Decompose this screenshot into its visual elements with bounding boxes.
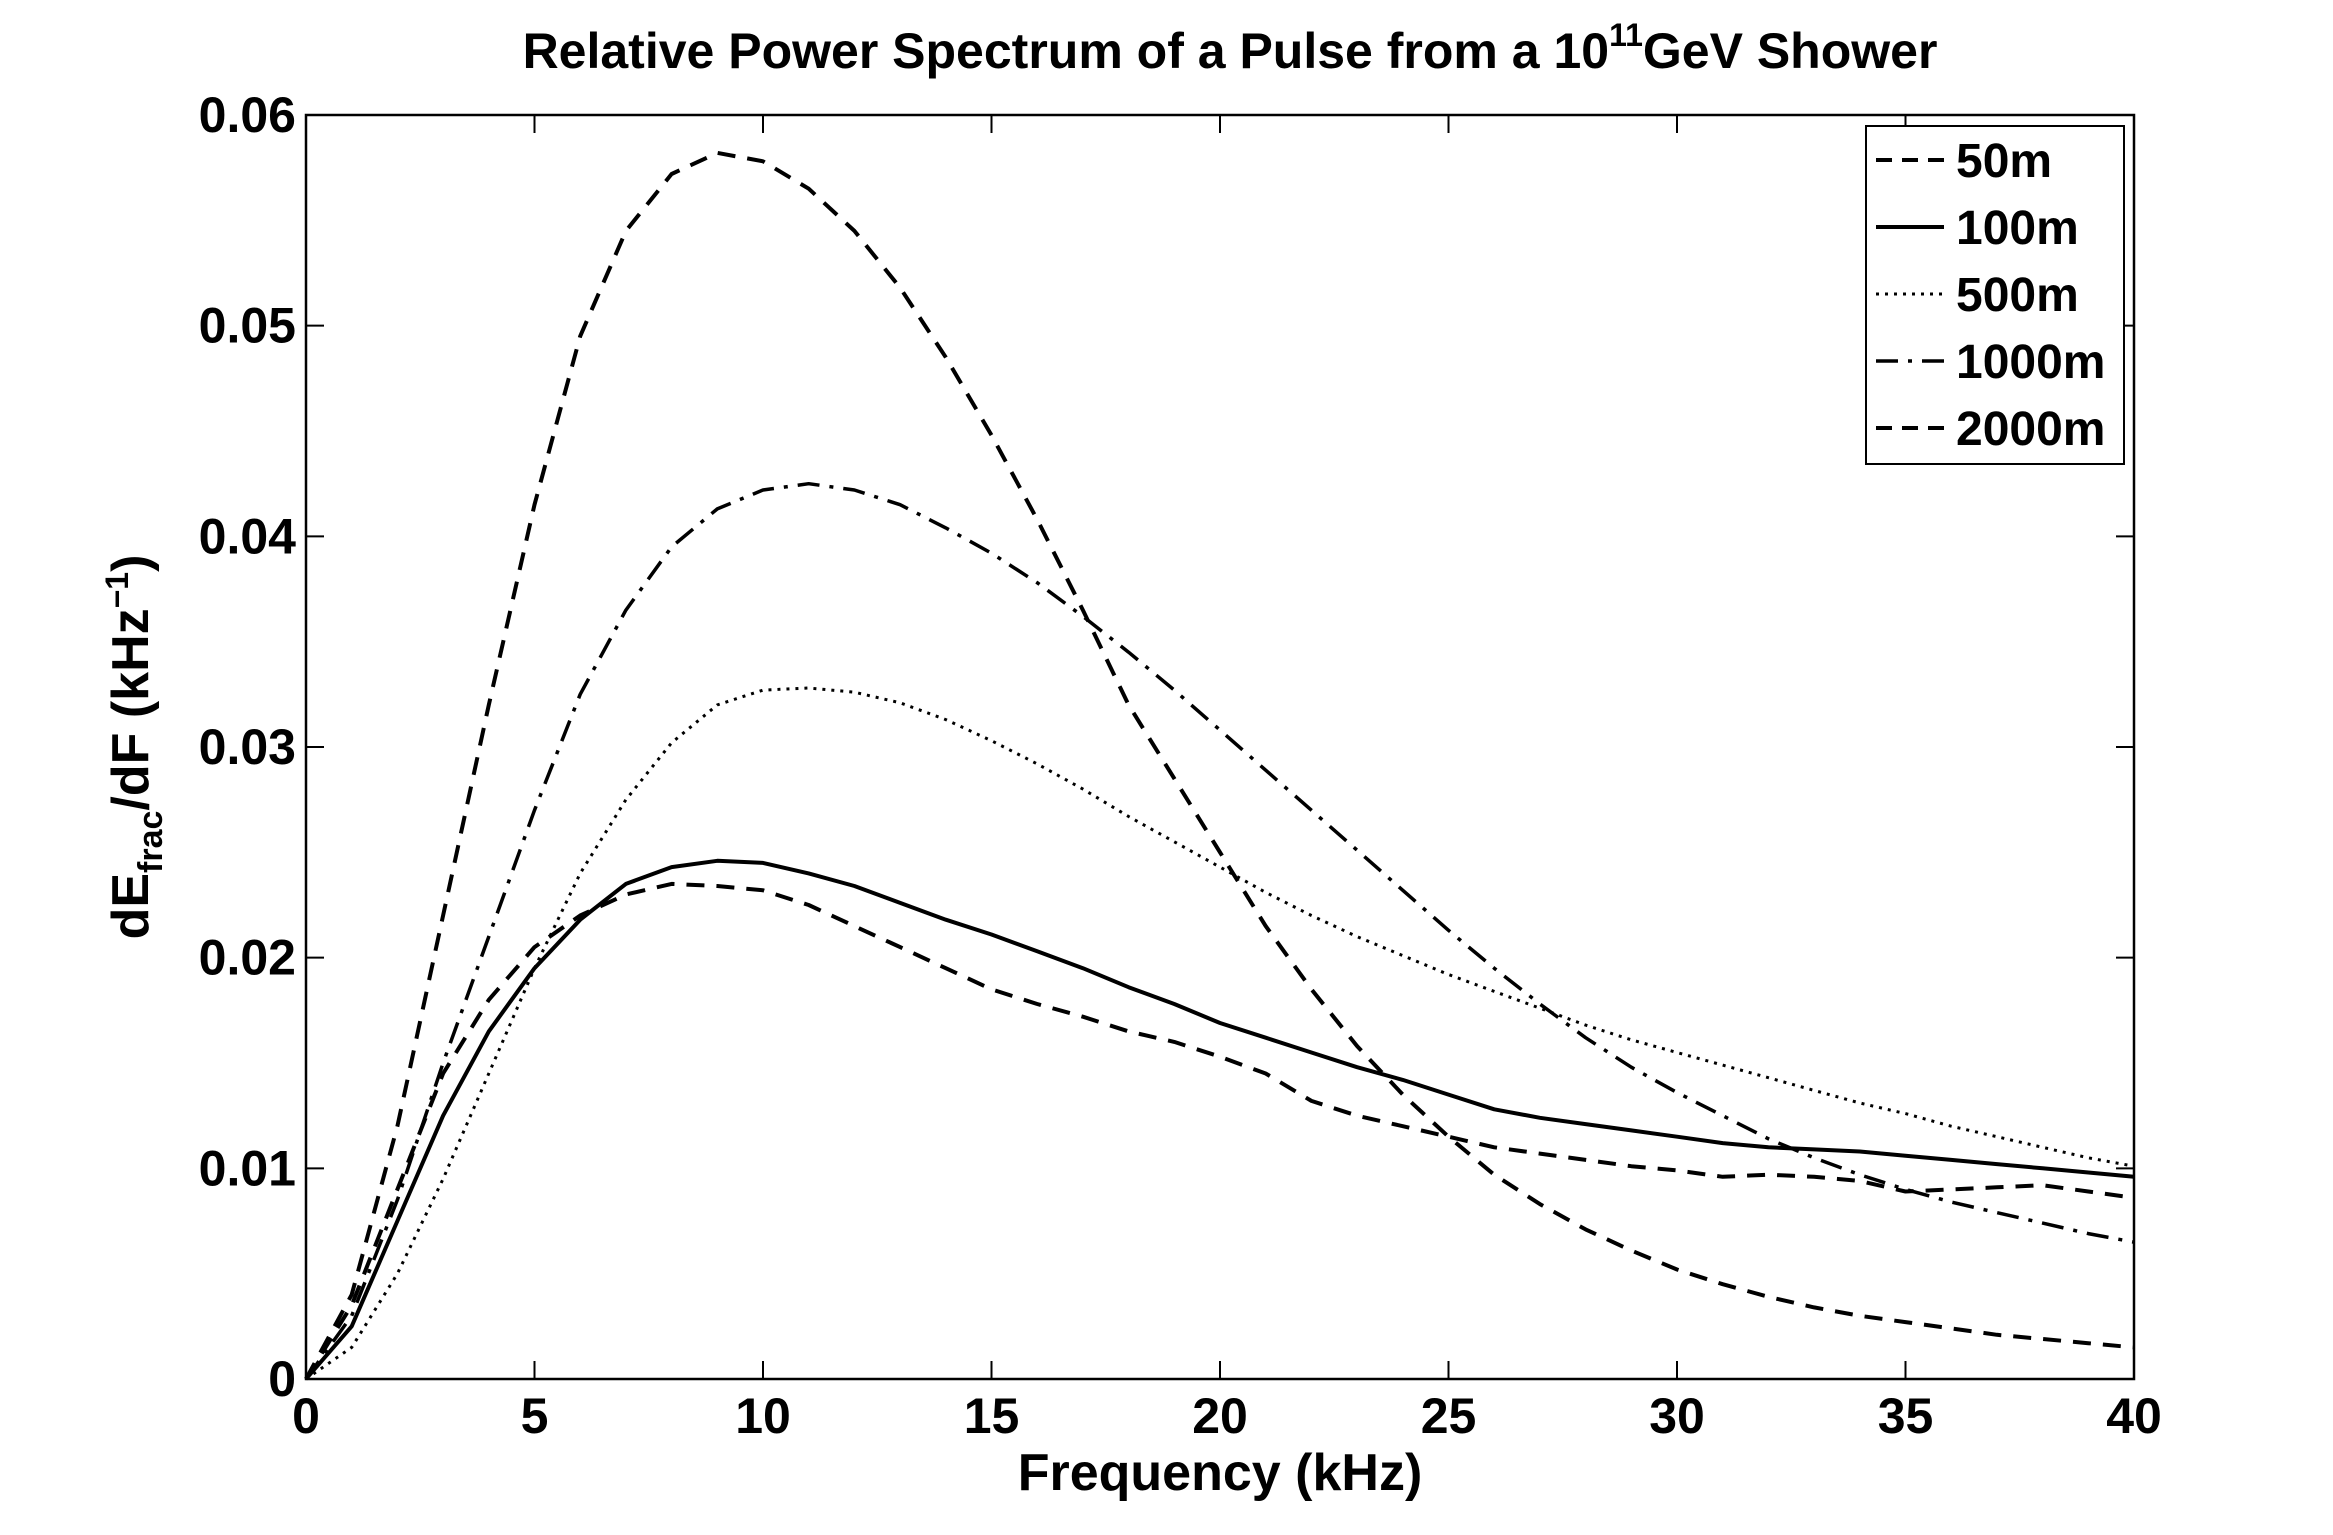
x-tick-label: 30: [1649, 1388, 1705, 1444]
y-axis-label-mid: /dF (kHz: [102, 608, 160, 810]
x-tick-label: 10: [735, 1388, 791, 1444]
plot-area-frame: [304, 113, 2136, 1381]
x-tick-label: 0: [292, 1388, 320, 1444]
y-tick-label: 0.01: [199, 1140, 296, 1196]
y-tick-label: 0: [268, 1351, 296, 1407]
series-line-500m: [305, 686, 2135, 1381]
legend-label-1000m: 1000m: [1956, 336, 2105, 389]
y-tick-label: 0.02: [199, 930, 296, 986]
series-line-1000m: [304, 481, 2135, 1381]
series-line-2000m: [304, 150, 2135, 1380]
legend-label-100m: 100m: [1956, 202, 2079, 255]
y-axis-label-main: dE: [102, 873, 160, 939]
legend-label-500m: 500m: [1956, 269, 2079, 322]
axis-ticks: 0 5 10 15 20 25 30 35 40 0 0.01 0.02 0.03 0.04 0.05 0.0…: [199, 87, 2162, 1444]
x-axis-label: Frequency (kHz): [1018, 1444, 1423, 1502]
x-tick-label: 25: [1421, 1388, 1477, 1444]
x-tick-label: 35: [1878, 1388, 1934, 1444]
series-line-50m: [304, 881, 2135, 1381]
y-tick-label: 0.05: [199, 298, 296, 354]
chart-title-superscript: 11: [1609, 17, 1643, 53]
legend-label-2000m: 2000m: [1956, 403, 2105, 456]
y-tick-label: 0.04: [199, 508, 297, 564]
legend-label-50m: 50m: [1956, 135, 2052, 188]
y-tick-label: 0.06: [199, 87, 296, 143]
x-tick-label: 40: [2106, 1388, 2162, 1444]
x-tick-label: 15: [964, 1388, 1020, 1444]
chart-title-main: Relative Power Spectrum of a Pulse from …: [523, 23, 1610, 79]
chart-title: Relative Power Spectrum of a Pulse from …: [523, 17, 1938, 79]
series-layer: [304, 150, 2135, 1381]
y-tick-label: 0.03: [199, 719, 296, 775]
x-tick-label: 20: [1192, 1388, 1248, 1444]
y-axis-label-superscript: −1: [99, 572, 135, 608]
x-tick-label: 5: [521, 1388, 549, 1444]
y-axis-label: dEfrac/dF (kHz−1): [99, 555, 170, 940]
y-axis-label-tail: ): [102, 555, 160, 572]
series-line-100m: [304, 858, 2135, 1381]
legend-box: [1865, 125, 2125, 465]
y-axis-label-subscript: frac: [132, 811, 170, 873]
chart-title-tail: GeV Shower: [1643, 23, 1938, 79]
legend: 50m 100m 500m 1000m 2000m: [1865, 125, 2125, 465]
